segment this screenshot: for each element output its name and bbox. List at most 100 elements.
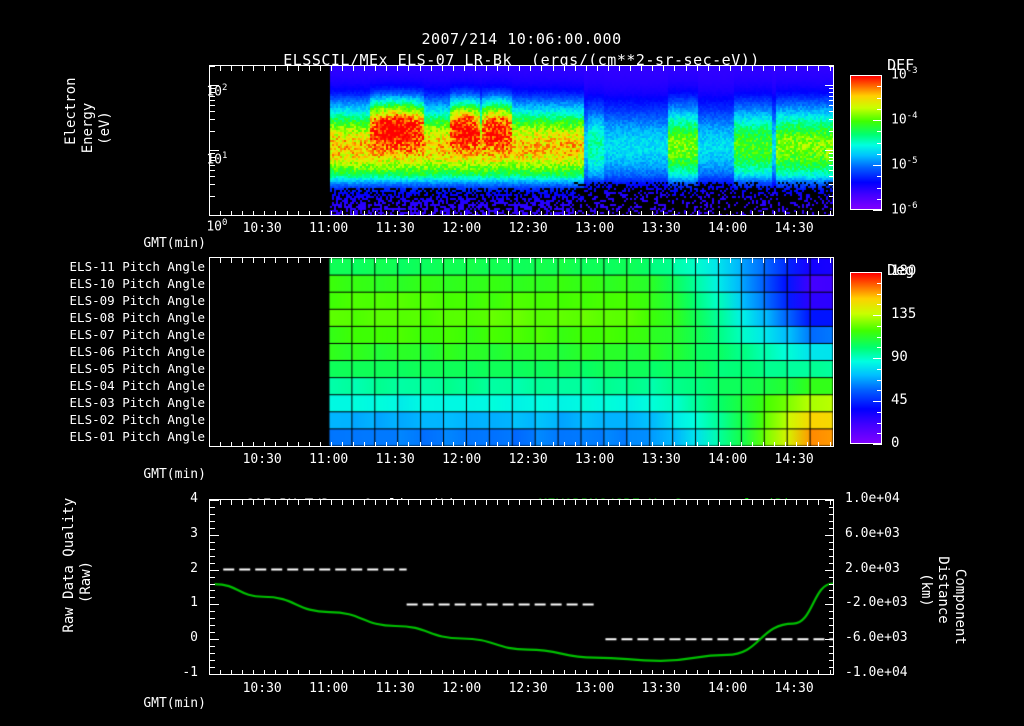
xtick-mark [319,211,321,216]
xtick-mark [718,258,720,263]
bottom-ytick-minor [210,513,215,515]
xtick-mark [242,211,244,216]
xtick-mark [829,258,831,263]
xtick-mark [297,500,299,505]
xtick-mark [641,442,643,447]
header-subtitle: ELSSCIL/MEx ELS-07 LR-Bk (ergs/(cm**2-sr… [283,51,760,69]
xtick-mark [419,211,421,216]
xtick-mark [408,500,410,505]
xtick-mark [452,500,454,505]
bottom-ylabel-left: Raw Data Quality (Raw) [61,497,94,633]
bottom-ytick-minor [829,576,834,578]
ytick-mark [210,85,219,87]
xtick-mark [341,211,343,216]
xtick-mark [408,670,410,675]
xtick-mark [785,66,787,71]
bottom-ytick-minor [829,513,834,515]
bottom-ytick-minor [210,660,215,662]
xtick-mark [774,258,776,263]
xtick-mark [463,211,465,216]
ytick-mark [210,91,215,93]
xtick-mark [220,211,222,216]
xtick-mark [585,670,587,675]
xtick-mark [596,670,598,675]
xtick-mark [419,66,421,71]
xtick-mark [541,442,543,447]
panel-data-quality-distance: SAF_BXuT/Data Quality (L) MEXORBMC/SPF X… [61,491,968,711]
xtick-mark [341,66,343,71]
deg-colorbar-minor-tick [877,358,882,359]
xtick-mark [242,258,244,263]
bottom-ytick-minor [829,625,834,627]
xtick-mark [497,211,499,216]
xtick-mark [519,442,521,447]
xtick-mark [607,500,609,505]
xtick-mark [530,66,532,71]
bottom-ytick-minor [829,611,834,613]
def-colorbar-tick-label: 10-3 [891,66,918,83]
xtick-mark [774,211,776,216]
bottom-ytick-minor [829,520,834,522]
xtick-mark [740,670,742,675]
def-colorbar-minor-tick [877,86,882,88]
xtick-mark [209,670,210,675]
xtick-mark [430,66,432,71]
xtick-label: 14:30 [774,452,814,467]
xtick-mark [807,66,809,71]
xtick-mark [541,500,543,505]
xtick-mark [419,258,421,263]
xtick-mark [552,66,554,71]
xtick-mark [408,258,410,263]
xtick-mark [209,211,210,216]
bottom-ytick-minor [829,674,834,675]
xtick-mark [596,442,598,447]
bottom-ytick-minor [829,541,834,543]
bottom-ytick-minor [829,660,834,662]
xtick-label: 10:30 [242,221,282,236]
xtick-mark [452,670,454,675]
xtick-mark [364,258,366,263]
xtick-mark [497,258,499,263]
xtick-mark [796,670,798,675]
ytick-mark [210,66,215,67]
bottom-ytick-minor [829,527,834,529]
xtick-mark [641,211,643,216]
xtick-mark [430,258,432,263]
bottom-ytick-minor [210,597,215,599]
xtick-mark [375,211,377,216]
ytick-mark [210,99,215,101]
xtick-mark [796,211,798,216]
xtick-mark [242,442,244,447]
deg-colorbar-tick-label: 90 [891,349,908,365]
xtick-mark [707,500,709,505]
xtick-mark [696,211,698,216]
xtick-mark [641,66,643,71]
xtick-mark [807,500,809,505]
xtick-mark [763,500,765,505]
def-colorbar-minor-tick [877,198,882,200]
xtick-mark [275,258,277,263]
xtick-mark [264,258,266,263]
xtick-mark [674,500,676,505]
xtick-mark [707,258,709,263]
xtick-mark [231,66,233,71]
deg-colorbar-minor-tick [877,347,882,349]
xtick-mark [707,211,709,216]
ytick-mark [825,150,834,152]
def-colorbar[interactable] [850,75,882,210]
xtick-mark [497,442,499,447]
page-subtitle: ELSSCIL/MEx ELS-07 LR-Bk (ergs/(cm**2-sr… [0,33,1024,69]
xtick-mark [220,66,222,71]
xtick-mark [209,500,210,505]
bottom-ytick-minor [829,500,834,501]
bottom-ytick-minor [829,639,834,641]
pitch-row-label: ELS-02 Pitch Angle [69,412,205,428]
xtick-mark [297,442,299,447]
xtick-mark [386,258,388,263]
xtick-mark [796,66,798,71]
xtick-mark [419,442,421,447]
xtick-mark [718,442,720,447]
xtick-mark [530,670,532,675]
xtick-mark [829,211,831,216]
bottom-ytick-minor [210,653,215,655]
